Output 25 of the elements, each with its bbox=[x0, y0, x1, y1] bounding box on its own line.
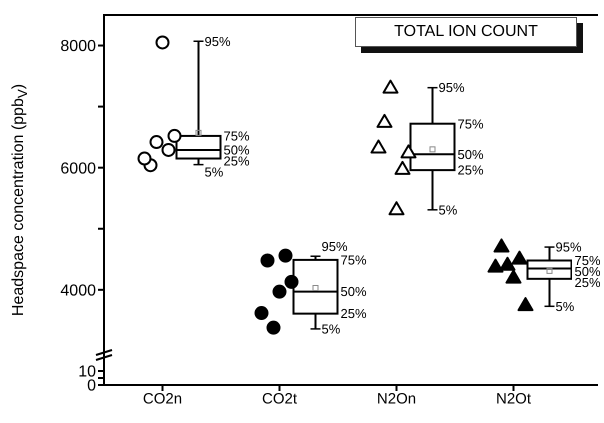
x-tick-label: CO2t bbox=[262, 390, 298, 408]
annotation: 5% bbox=[322, 321, 341, 336]
x-tick-label: N2Ot bbox=[496, 390, 532, 408]
annotation: 5% bbox=[556, 298, 575, 314]
annotation: 95% bbox=[322, 238, 348, 254]
annotation: 50% bbox=[340, 284, 367, 300]
annotation: 75% bbox=[340, 252, 367, 268]
annotation: 75% bbox=[458, 116, 484, 132]
annotation: 50% bbox=[458, 146, 484, 162]
annotation: 25% bbox=[224, 154, 250, 169]
y-tick-label: 0 bbox=[87, 378, 96, 395]
x-tick-label: CO2n bbox=[142, 390, 182, 408]
y-tick-label: 6000 bbox=[60, 160, 96, 178]
annotation: 95% bbox=[556, 240, 582, 255]
annotation: 25% bbox=[574, 275, 601, 290]
annotation: 25% bbox=[458, 162, 484, 178]
y-tick-label: 8000 bbox=[60, 38, 96, 56]
annotation: 5% bbox=[204, 164, 224, 180]
y-tick-label: 4000 bbox=[60, 282, 96, 300]
annotation: 25% bbox=[340, 306, 367, 322]
annotation: 95% bbox=[438, 80, 465, 96]
x-tick-label: N2On bbox=[376, 390, 416, 408]
annotation: 5% bbox=[438, 202, 458, 218]
annotation: 95% bbox=[204, 34, 231, 49]
annotation: 75% bbox=[224, 128, 250, 144]
